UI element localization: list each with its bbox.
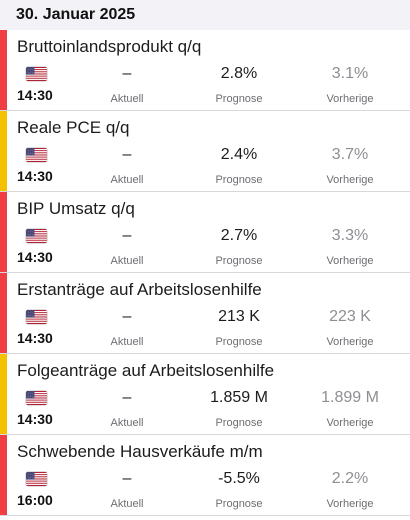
importance-indicator bbox=[0, 354, 7, 434]
us-flag-icon bbox=[26, 148, 47, 162]
importance-indicator bbox=[0, 192, 7, 272]
forecast-column: 2.7% Prognose bbox=[184, 226, 294, 267]
previous-column: 3.7% Vorherige bbox=[295, 145, 405, 186]
importance-indicator bbox=[0, 111, 7, 191]
event-title: Bruttoinlandsprodukt q/q bbox=[17, 37, 202, 56]
actual-label: Aktuell bbox=[110, 336, 144, 348]
forecast-value: 1.859 M bbox=[210, 389, 268, 406]
importance-indicator bbox=[0, 30, 7, 110]
actual-column: – Aktuell bbox=[72, 469, 182, 510]
event-time: 14:30 bbox=[17, 411, 53, 427]
actual-column: – Aktuell bbox=[72, 145, 182, 186]
us-flag-icon bbox=[26, 67, 47, 81]
event-title: Schwebende Hausverkäufe m/m bbox=[17, 442, 263, 461]
importance-indicator bbox=[0, 273, 7, 353]
event-title: BIP Umsatz q/q bbox=[17, 199, 135, 218]
actual-column: – Aktuell bbox=[72, 388, 182, 429]
importance-indicator bbox=[0, 435, 7, 515]
previous-value: 3.7% bbox=[331, 146, 369, 163]
date-header: 30. Januar 2025 bbox=[0, 0, 410, 30]
previous-value: 1.899 M bbox=[321, 389, 379, 406]
actual-label: Aktuell bbox=[110, 93, 144, 105]
actual-label: Aktuell bbox=[110, 255, 144, 267]
forecast-column: 2.8% Prognose bbox=[184, 64, 294, 105]
previous-label: Vorherige bbox=[326, 174, 374, 186]
actual-value: – bbox=[122, 146, 132, 163]
previous-label: Vorherige bbox=[326, 93, 374, 105]
event-row[interactable]: Erstanträge auf Arbeitslosenhilfe 14:30 … bbox=[0, 273, 410, 354]
forecast-value: -5.5% bbox=[218, 470, 260, 487]
us-flag-icon bbox=[26, 310, 47, 324]
actual-label: Aktuell bbox=[110, 174, 144, 186]
date-label: 30. Januar 2025 bbox=[16, 6, 136, 23]
forecast-value: 2.8% bbox=[220, 65, 258, 82]
actual-value: – bbox=[122, 227, 132, 244]
event-title: Erstanträge auf Arbeitslosenhilfe bbox=[17, 280, 262, 299]
forecast-column: 2.4% Prognose bbox=[184, 145, 294, 186]
event-time: 14:30 bbox=[17, 87, 53, 103]
actual-column: – Aktuell bbox=[72, 226, 182, 267]
event-time: 14:30 bbox=[17, 330, 53, 346]
forecast-label: Prognose bbox=[215, 174, 263, 186]
us-flag-icon bbox=[26, 391, 47, 405]
event-row[interactable]: BIP Umsatz q/q 14:30 – Aktuell 2.7% Prog… bbox=[0, 192, 410, 273]
forecast-value: 2.7% bbox=[220, 227, 258, 244]
forecast-column: 213 K Prognose bbox=[184, 307, 294, 348]
actual-value: – bbox=[122, 470, 132, 487]
forecast-value: 213 K bbox=[218, 308, 260, 325]
actual-column: – Aktuell bbox=[72, 307, 182, 348]
previous-label: Vorherige bbox=[326, 417, 374, 429]
forecast-label: Prognose bbox=[215, 336, 263, 348]
previous-value: 3.3% bbox=[331, 227, 369, 244]
event-row[interactable]: Bruttoinlandsprodukt q/q 14:30 – Aktuell… bbox=[0, 30, 410, 111]
actual-value: – bbox=[122, 65, 132, 82]
forecast-label: Prognose bbox=[215, 93, 263, 105]
previous-column: 1.899 M Vorherige bbox=[295, 388, 405, 429]
forecast-column: -5.5% Prognose bbox=[184, 469, 294, 510]
us-flag-icon bbox=[26, 472, 47, 486]
event-row[interactable]: Reale PCE q/q 14:30 – Aktuell 2.4% Progn… bbox=[0, 111, 410, 192]
previous-label: Vorherige bbox=[326, 336, 374, 348]
event-title: Folgeanträge auf Arbeitslosenhilfe bbox=[17, 361, 275, 380]
previous-column: 223 K Vorherige bbox=[295, 307, 405, 348]
event-title: Reale PCE q/q bbox=[17, 118, 130, 137]
event-list[interactable]: Bruttoinlandsprodukt q/q 14:30 – Aktuell… bbox=[0, 30, 410, 516]
previous-value: 223 K bbox=[329, 308, 371, 325]
actual-label: Aktuell bbox=[110, 498, 144, 510]
actual-value: – bbox=[122, 308, 132, 325]
event-time: 16:00 bbox=[17, 492, 53, 508]
previous-label: Vorherige bbox=[326, 498, 374, 510]
forecast-label: Prognose bbox=[215, 498, 263, 510]
previous-label: Vorherige bbox=[326, 255, 374, 267]
us-flag-icon bbox=[26, 229, 47, 243]
event-row[interactable]: Folgeanträge auf Arbeitslosenhilfe 14:30… bbox=[0, 354, 410, 435]
actual-column: – Aktuell bbox=[72, 64, 182, 105]
previous-value: 3.1% bbox=[331, 65, 369, 82]
previous-column: 2.2% Vorherige bbox=[295, 469, 405, 510]
previous-value: 2.2% bbox=[331, 470, 369, 487]
actual-value: – bbox=[122, 389, 132, 406]
forecast-column: 1.859 M Prognose bbox=[184, 388, 294, 429]
previous-column: 3.3% Vorherige bbox=[295, 226, 405, 267]
event-row[interactable]: Schwebende Hausverkäufe m/m 16:00 – Aktu… bbox=[0, 435, 410, 516]
forecast-label: Prognose bbox=[215, 417, 263, 429]
previous-column: 3.1% Vorherige bbox=[295, 64, 405, 105]
forecast-value: 2.4% bbox=[220, 146, 258, 163]
event-time: 14:30 bbox=[17, 249, 53, 265]
actual-label: Aktuell bbox=[110, 417, 144, 429]
event-time: 14:30 bbox=[17, 168, 53, 184]
forecast-label: Prognose bbox=[215, 255, 263, 267]
